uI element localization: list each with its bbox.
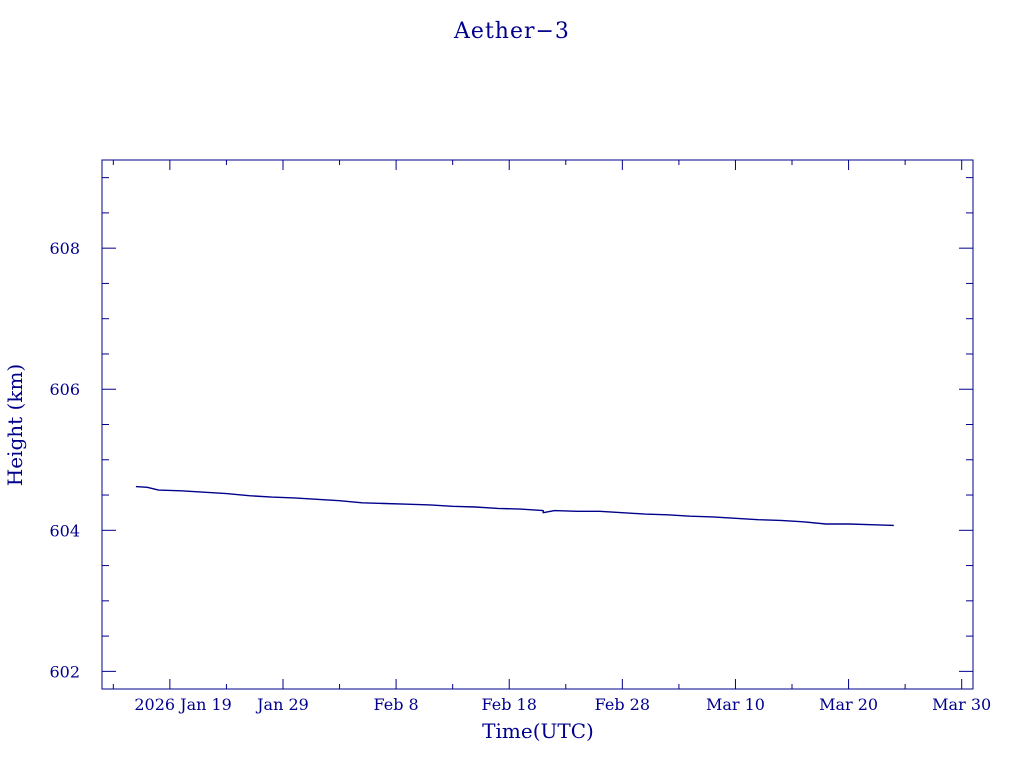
x-tick-label: Mar 30	[932, 695, 991, 714]
y-tick-label: 602	[49, 662, 80, 681]
series-layer	[135, 485, 894, 527]
x-tick-label: Mar 20	[819, 695, 878, 714]
y-axis-tick-labels: 602 604 606 608	[49, 239, 80, 681]
x-tick-label: Feb 8	[374, 695, 419, 714]
y-tick-label: 606	[49, 380, 80, 399]
y-axis-ticks	[102, 177, 973, 672]
x-tick-label: Jan 29	[255, 695, 309, 714]
x-tick-label: Feb 18	[482, 695, 537, 714]
x-axis-label: Time(UTC)	[482, 719, 594, 743]
plot-frame	[101, 159, 974, 690]
x-axis-tick-labels: 2026 Jan 19 Jan 29 Feb 8 Feb 18 Feb 28 Mar 10…	[134, 695, 991, 714]
y-tick-label: 604	[49, 521, 80, 540]
x-tick-label: 2026 Jan 19	[134, 695, 232, 714]
y-tick-label: 608	[49, 239, 80, 258]
chart-title: Aether−3	[453, 19, 570, 44]
x-tick-label: Feb 28	[595, 695, 650, 714]
height-series-line	[135, 485, 894, 527]
y-axis-label: Height (km)	[3, 364, 27, 486]
x-tick-label: Mar 10	[706, 695, 765, 714]
x-axis-ticks	[112, 160, 963, 689]
